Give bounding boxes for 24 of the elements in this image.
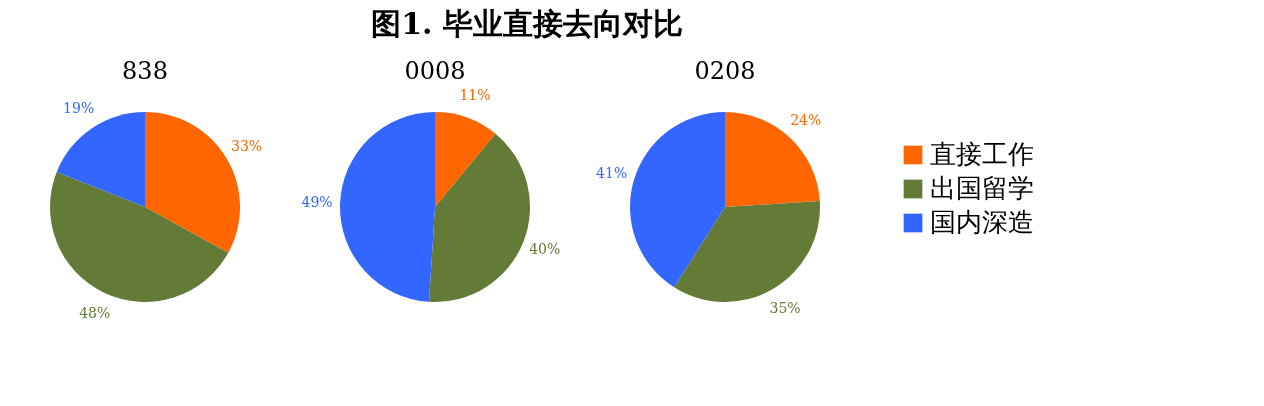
pie-slice bbox=[429, 133, 530, 302]
pie-slice bbox=[630, 112, 725, 288]
data-label: 24% bbox=[790, 111, 822, 128]
legend-label: 直接工作 bbox=[930, 139, 1034, 169]
pie-slice bbox=[435, 112, 496, 207]
data-label: 19% bbox=[63, 100, 95, 117]
data-label: 40% bbox=[529, 241, 561, 258]
data-label: 49% bbox=[301, 194, 333, 211]
data-label: 35% bbox=[769, 299, 801, 316]
data-label: 41% bbox=[596, 165, 628, 182]
pie-slice bbox=[50, 172, 229, 302]
chart-title: 0208 bbox=[694, 57, 756, 85]
data-label: 33% bbox=[231, 137, 263, 154]
data-label: 48% bbox=[79, 304, 111, 321]
pie-slice bbox=[56, 112, 145, 207]
pie-slice bbox=[340, 112, 435, 302]
data-label: 11% bbox=[459, 86, 491, 103]
legend-label: 出国留学 bbox=[930, 173, 1034, 203]
pie-slice bbox=[674, 201, 820, 302]
pie-slice bbox=[725, 112, 820, 207]
caption: 图1. 毕业直接去向对比 bbox=[371, 6, 683, 41]
chart-title: 838 bbox=[122, 57, 168, 85]
chart-title: 0008 bbox=[404, 57, 466, 85]
legend-label: 国内深造 bbox=[930, 207, 1034, 237]
